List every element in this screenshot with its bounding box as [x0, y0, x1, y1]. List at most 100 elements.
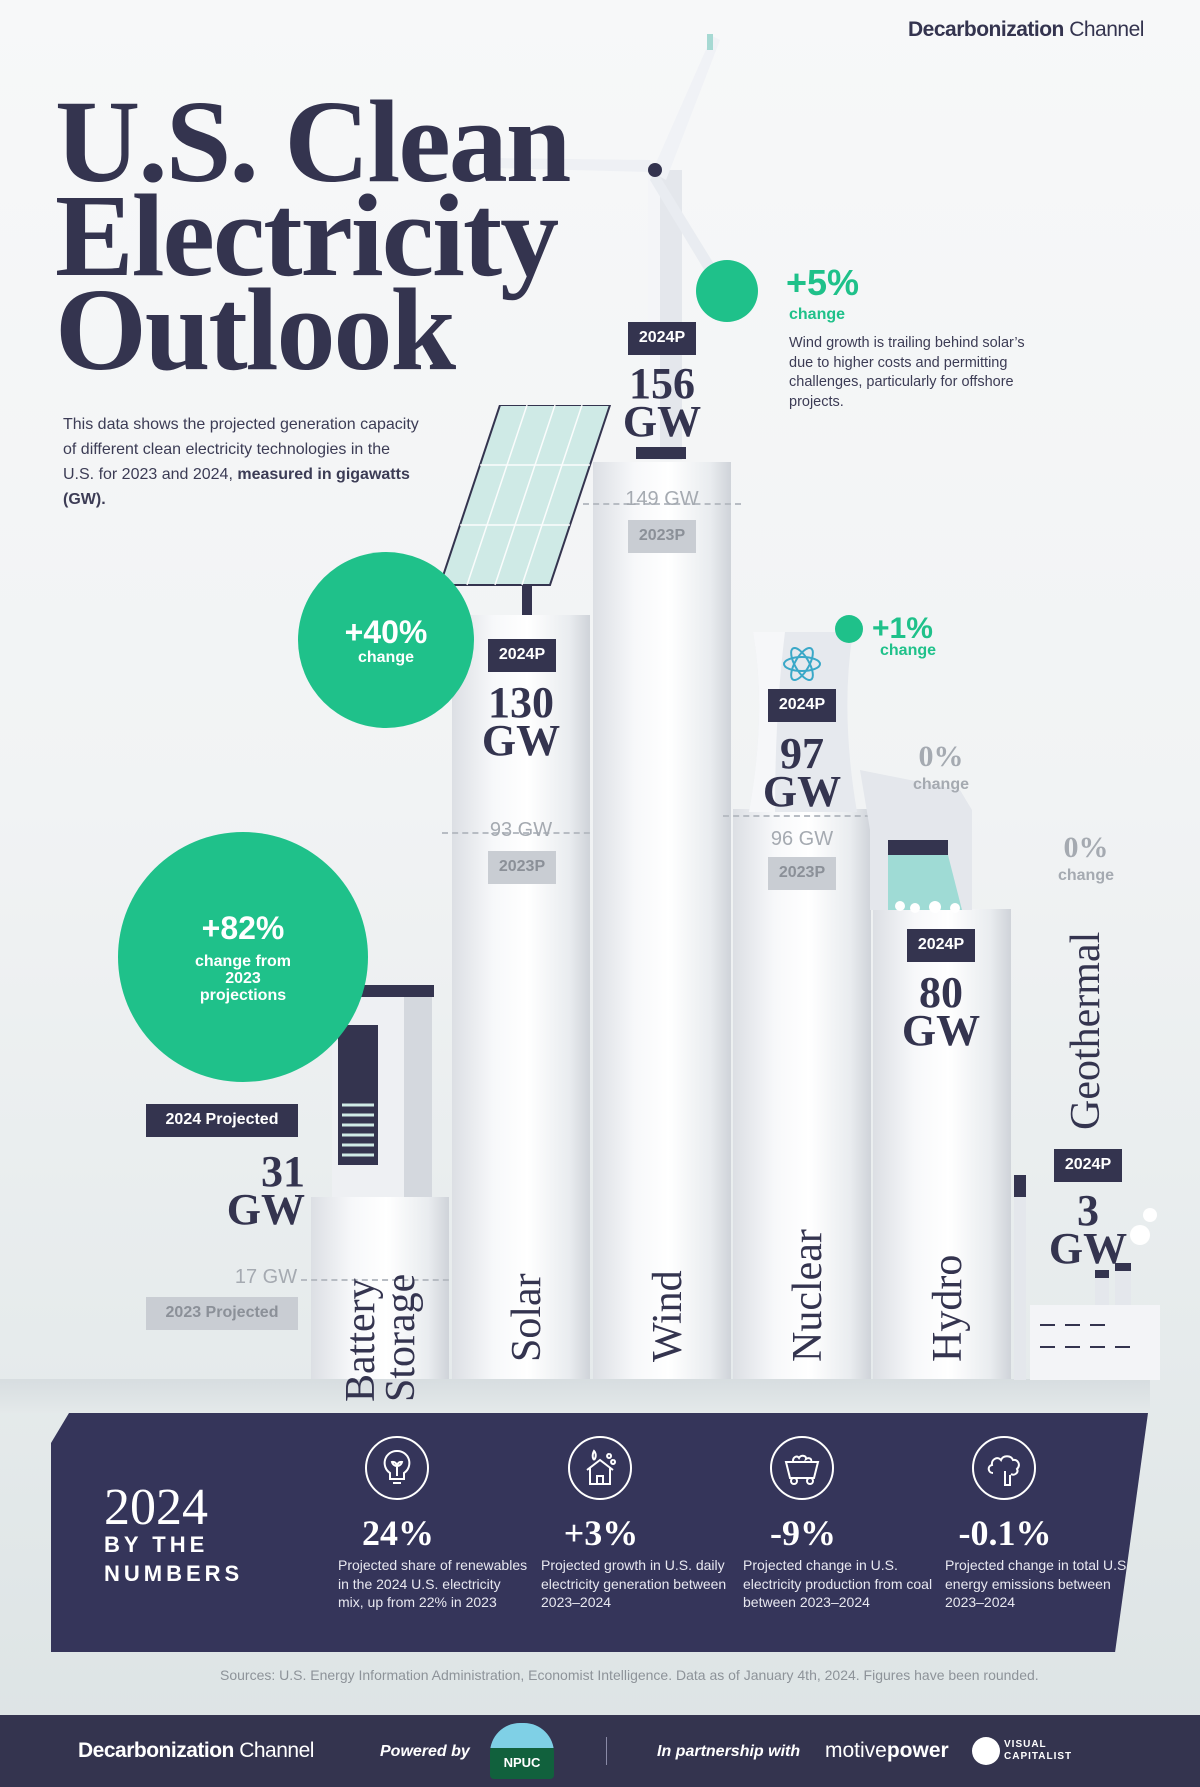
value-2024: 31 GW	[226, 1147, 305, 1234]
value-2024: 97 GW	[762, 729, 842, 816]
brand-logo: Decarbonization Channel	[908, 18, 1144, 42]
page-title: U.S. Clean Electricity Outlook	[55, 76, 571, 395]
value-2023: 93 GW	[489, 819, 553, 841]
change-value: +1%	[872, 612, 933, 645]
bar-wind	[593, 461, 731, 1379]
stat-value: -0.1%	[958, 1513, 1052, 1553]
motive-text: motive	[825, 1739, 887, 1762]
category-label: Solar	[504, 1273, 550, 1362]
bar-cap	[636, 447, 686, 459]
vc-line: CAPITALIST	[1004, 1751, 1073, 1762]
marker-2023-nuclear	[723, 814, 881, 817]
house-plant-icon	[568, 1436, 632, 1500]
stat-value: 24%	[362, 1513, 434, 1553]
geothermal-plant-illustration	[1014, 1175, 1160, 1380]
change-label: change	[357, 648, 414, 666]
stat-coal-change: -9% Projected change in U.S. electricity…	[743, 1436, 933, 1612]
category-label: Battery Storage	[338, 1273, 424, 1402]
change-label: change	[789, 306, 846, 323]
bar-hydro	[873, 908, 1011, 1379]
lightbulb-leaf-icon	[365, 1436, 429, 1500]
solar-panel-illustration	[438, 405, 612, 620]
tag-2023: 2023 Projected	[146, 1297, 298, 1330]
value-2024: 3 GW	[1048, 1186, 1128, 1273]
stat-emissions-change: -0.1% Projected change in total U.S. ene…	[945, 1436, 1135, 1612]
tag-2024: 2024 Projected	[146, 1104, 298, 1137]
footer: Decarbonization Channel Powered by NPUC …	[0, 1715, 1200, 1787]
visual-capitalist-icon	[972, 1737, 1000, 1765]
tag-2024: 2024P	[1054, 1149, 1122, 1182]
tag-2023: 2023P	[768, 857, 836, 890]
brand-light: Channel	[1069, 18, 1144, 41]
tag-2023: 2023P	[488, 851, 556, 884]
nuclear-change-dot	[835, 615, 863, 643]
powered-by-label: Powered by	[380, 1743, 470, 1760]
brand-bold: Decarbonization	[908, 18, 1064, 41]
bar-battery-storage	[311, 1196, 449, 1379]
tag-2024: 2024P	[907, 929, 975, 962]
title-line: Electricity	[55, 170, 559, 301]
tag-2024: 2024P	[628, 322, 696, 355]
tag-2024: 2024P	[768, 689, 836, 722]
motive-power-logo: motivepower	[825, 1739, 949, 1763]
title-line: Outlook	[55, 264, 456, 395]
ground	[0, 1379, 1150, 1413]
change-value: +40%	[344, 613, 428, 650]
bar-solar	[452, 614, 590, 1379]
value-2023: 96 GW	[770, 828, 834, 850]
emissions-cloud-icon	[972, 1436, 1036, 1500]
coal-cart-icon	[770, 1436, 834, 1500]
category-label: Geothermal	[1063, 931, 1109, 1130]
title-line: U.S. Clean	[55, 76, 571, 207]
battery-change-badge: +82% change from 2023 projections	[118, 832, 368, 1082]
stat-electricity-growth: +3% Projected growth in U.S. daily elect…	[541, 1436, 731, 1612]
stat-value: -9%	[770, 1513, 836, 1553]
value-2024: 80 GW	[901, 968, 981, 1055]
solar-change-badge: +40% change	[298, 552, 474, 728]
change-value: 0%	[918, 740, 964, 773]
description: This data shows the projected generation…	[63, 412, 423, 512]
value-2024: 156 GW	[622, 359, 702, 446]
value-2023: 17 GW	[234, 1266, 298, 1288]
marker-2023-battery-storage	[301, 1279, 459, 1282]
tag-2023: 2023P	[628, 520, 696, 553]
description-bold: measured in gigawatts (GW).	[63, 466, 410, 508]
numbers-year: 2024	[104, 1479, 208, 1536]
description-text: This data shows the projected generation…	[63, 416, 419, 483]
stat-text: Projected growth in U.S. daily electrici…	[541, 1557, 727, 1610]
atom-icon	[783, 647, 821, 681]
category-label: Wind	[645, 1270, 691, 1362]
category-label: Nuclear	[785, 1229, 831, 1362]
stat-text: Projected share of renewables in the 202…	[338, 1557, 528, 1610]
change-value: +5%	[786, 262, 860, 303]
marker-2023-wind	[583, 502, 741, 505]
dam-illustration	[860, 770, 972, 913]
cooling-tower-illustration	[749, 632, 857, 812]
stat-value: +3%	[563, 1513, 639, 1553]
partnership-label: In partnership with	[657, 1743, 801, 1760]
stat-text: Projected change in total U.S. energy em…	[945, 1557, 1131, 1610]
divider	[606, 1737, 607, 1765]
numbers-heading: BY THE NUMBERS	[104, 1532, 244, 1586]
battery-unit-illustration	[328, 985, 434, 1197]
change-label: change	[880, 642, 937, 659]
tag-2024: 2024P	[488, 639, 556, 672]
visual-capitalist-logo: VISUAL CAPITALIST	[1004, 1739, 1072, 1763]
change-label: change	[1057, 867, 1114, 884]
change-value: +82%	[201, 909, 285, 946]
change-label: change	[912, 776, 969, 793]
change-value: 0%	[1063, 831, 1109, 864]
footer-brand-bold: Decarbonization	[78, 1739, 234, 1762]
value-2024: 130 GW	[481, 678, 561, 765]
npuc-text: NPUC	[503, 1755, 541, 1770]
footer-brand-light: Channel	[239, 1739, 314, 1762]
wind-change-dot	[696, 260, 758, 322]
npuc-logo: NPUC	[490, 1723, 554, 1779]
marker-2023-solar	[442, 832, 600, 835]
stat-text: Projected change in U.S. electricity pro…	[743, 1557, 933, 1610]
wind-turbine-illustration	[490, 34, 730, 460]
power-text: power	[886, 1739, 949, 1762]
change-label: change from 2023 projections	[194, 952, 291, 1004]
value-2023: 149 GW	[625, 488, 699, 510]
bar-nuclear	[733, 808, 871, 1379]
